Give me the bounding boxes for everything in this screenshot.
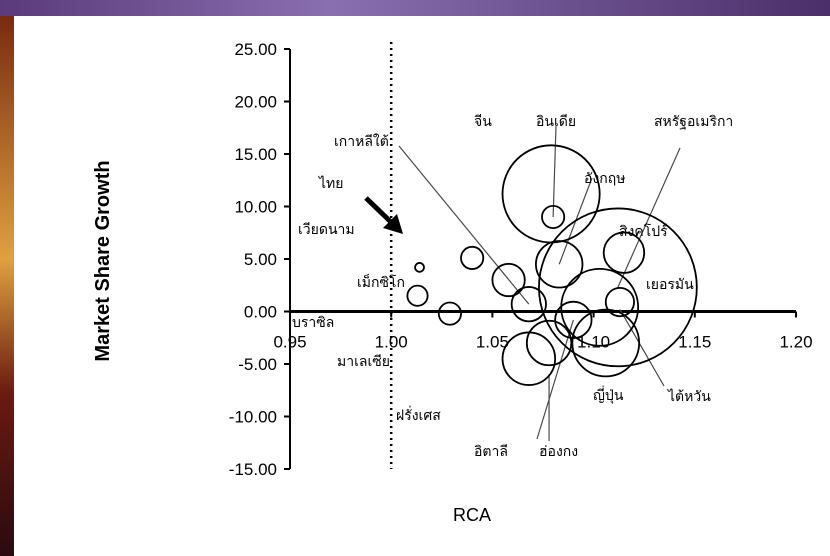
thailand-arrow bbox=[364, 196, 395, 226]
bubble-label: เกาหลีใต้ bbox=[334, 133, 389, 150]
bubble-label: ฝรั่งเศส bbox=[396, 406, 441, 424]
chart-panel: 25.00 20.00 15.00 10.00 5.00 0.00 -5.00 -10.00 -… bbox=[14, 16, 830, 556]
bubble-label: สิงคโปร์ bbox=[619, 223, 668, 240]
y-axis-title: Market Share Growth bbox=[92, 160, 114, 361]
bubble-label: เยอรมัน bbox=[646, 277, 694, 293]
bubble-label: ไทย bbox=[318, 175, 343, 192]
bubble-label: ญี่ปุ่น bbox=[593, 386, 624, 404]
bubble bbox=[510, 286, 547, 323]
x-tick-label: 1.05 bbox=[476, 333, 509, 352]
y-tick-label: -15.00 bbox=[229, 460, 277, 479]
bubble bbox=[501, 331, 557, 386]
bubble-label: ไต้หวัน bbox=[667, 388, 711, 405]
slide-top-band bbox=[0, 0, 830, 16]
bubble bbox=[541, 204, 566, 230]
bubble-label: บราซิล bbox=[292, 315, 334, 331]
x-tick-label: 0.95 bbox=[273, 333, 306, 352]
y-tick-label: 20.00 bbox=[234, 93, 277, 112]
bubble-label: เม็กซิโก bbox=[357, 273, 405, 291]
leader-line bbox=[552, 125, 557, 218]
bubble bbox=[437, 301, 462, 326]
y-tick-label: 25.00 bbox=[234, 40, 277, 59]
bubble bbox=[414, 262, 425, 273]
x-tick-label: 1.20 bbox=[779, 333, 812, 352]
bubble bbox=[525, 319, 573, 367]
y-tick-label: -5.00 bbox=[238, 355, 277, 374]
bubble bbox=[535, 240, 584, 289]
bubble-label: อิตาลี bbox=[474, 444, 508, 460]
bubble-chart: 25.00 20.00 15.00 10.00 5.00 0.00 -5.00 -10.00 -… bbox=[92, 40, 813, 525]
x-tick-label: 1.10 bbox=[577, 333, 610, 352]
bubble-label: เวียดนาม bbox=[298, 222, 355, 238]
bubble bbox=[460, 245, 485, 270]
leader-line bbox=[617, 147, 681, 288]
bubble-label: อินเดีย bbox=[536, 114, 576, 130]
y-tick-label: -10.00 bbox=[229, 408, 277, 427]
bubble bbox=[491, 262, 526, 298]
y-tick-label: 0.00 bbox=[244, 303, 277, 322]
y-tick-label: 5.00 bbox=[244, 250, 277, 269]
bubble bbox=[604, 286, 635, 318]
y-tick-label: 15.00 bbox=[234, 145, 277, 164]
thailand-arrow-head bbox=[383, 214, 403, 234]
slide-left-strip bbox=[0, 16, 14, 556]
bubble bbox=[554, 300, 593, 340]
x-tick-label: 1.15 bbox=[678, 333, 711, 352]
bubble-label: มาเลเซีย bbox=[337, 354, 390, 370]
bubble-label: สหรัฐอเมริกา bbox=[654, 114, 733, 130]
bubble bbox=[602, 231, 646, 274]
leader-line bbox=[536, 319, 574, 440]
x-axis-title: RCA bbox=[453, 505, 491, 525]
bubble-label: อังกฤษ bbox=[584, 171, 625, 187]
bubble-label: ฮ่องกง bbox=[539, 444, 578, 460]
leader-line bbox=[619, 309, 665, 387]
bubble bbox=[571, 308, 641, 378]
bubble-label: จีน bbox=[474, 114, 492, 130]
bubble bbox=[538, 207, 698, 368]
bubble bbox=[406, 284, 429, 307]
y-tick-label: 10.00 bbox=[234, 198, 277, 217]
leader-line bbox=[398, 145, 530, 305]
